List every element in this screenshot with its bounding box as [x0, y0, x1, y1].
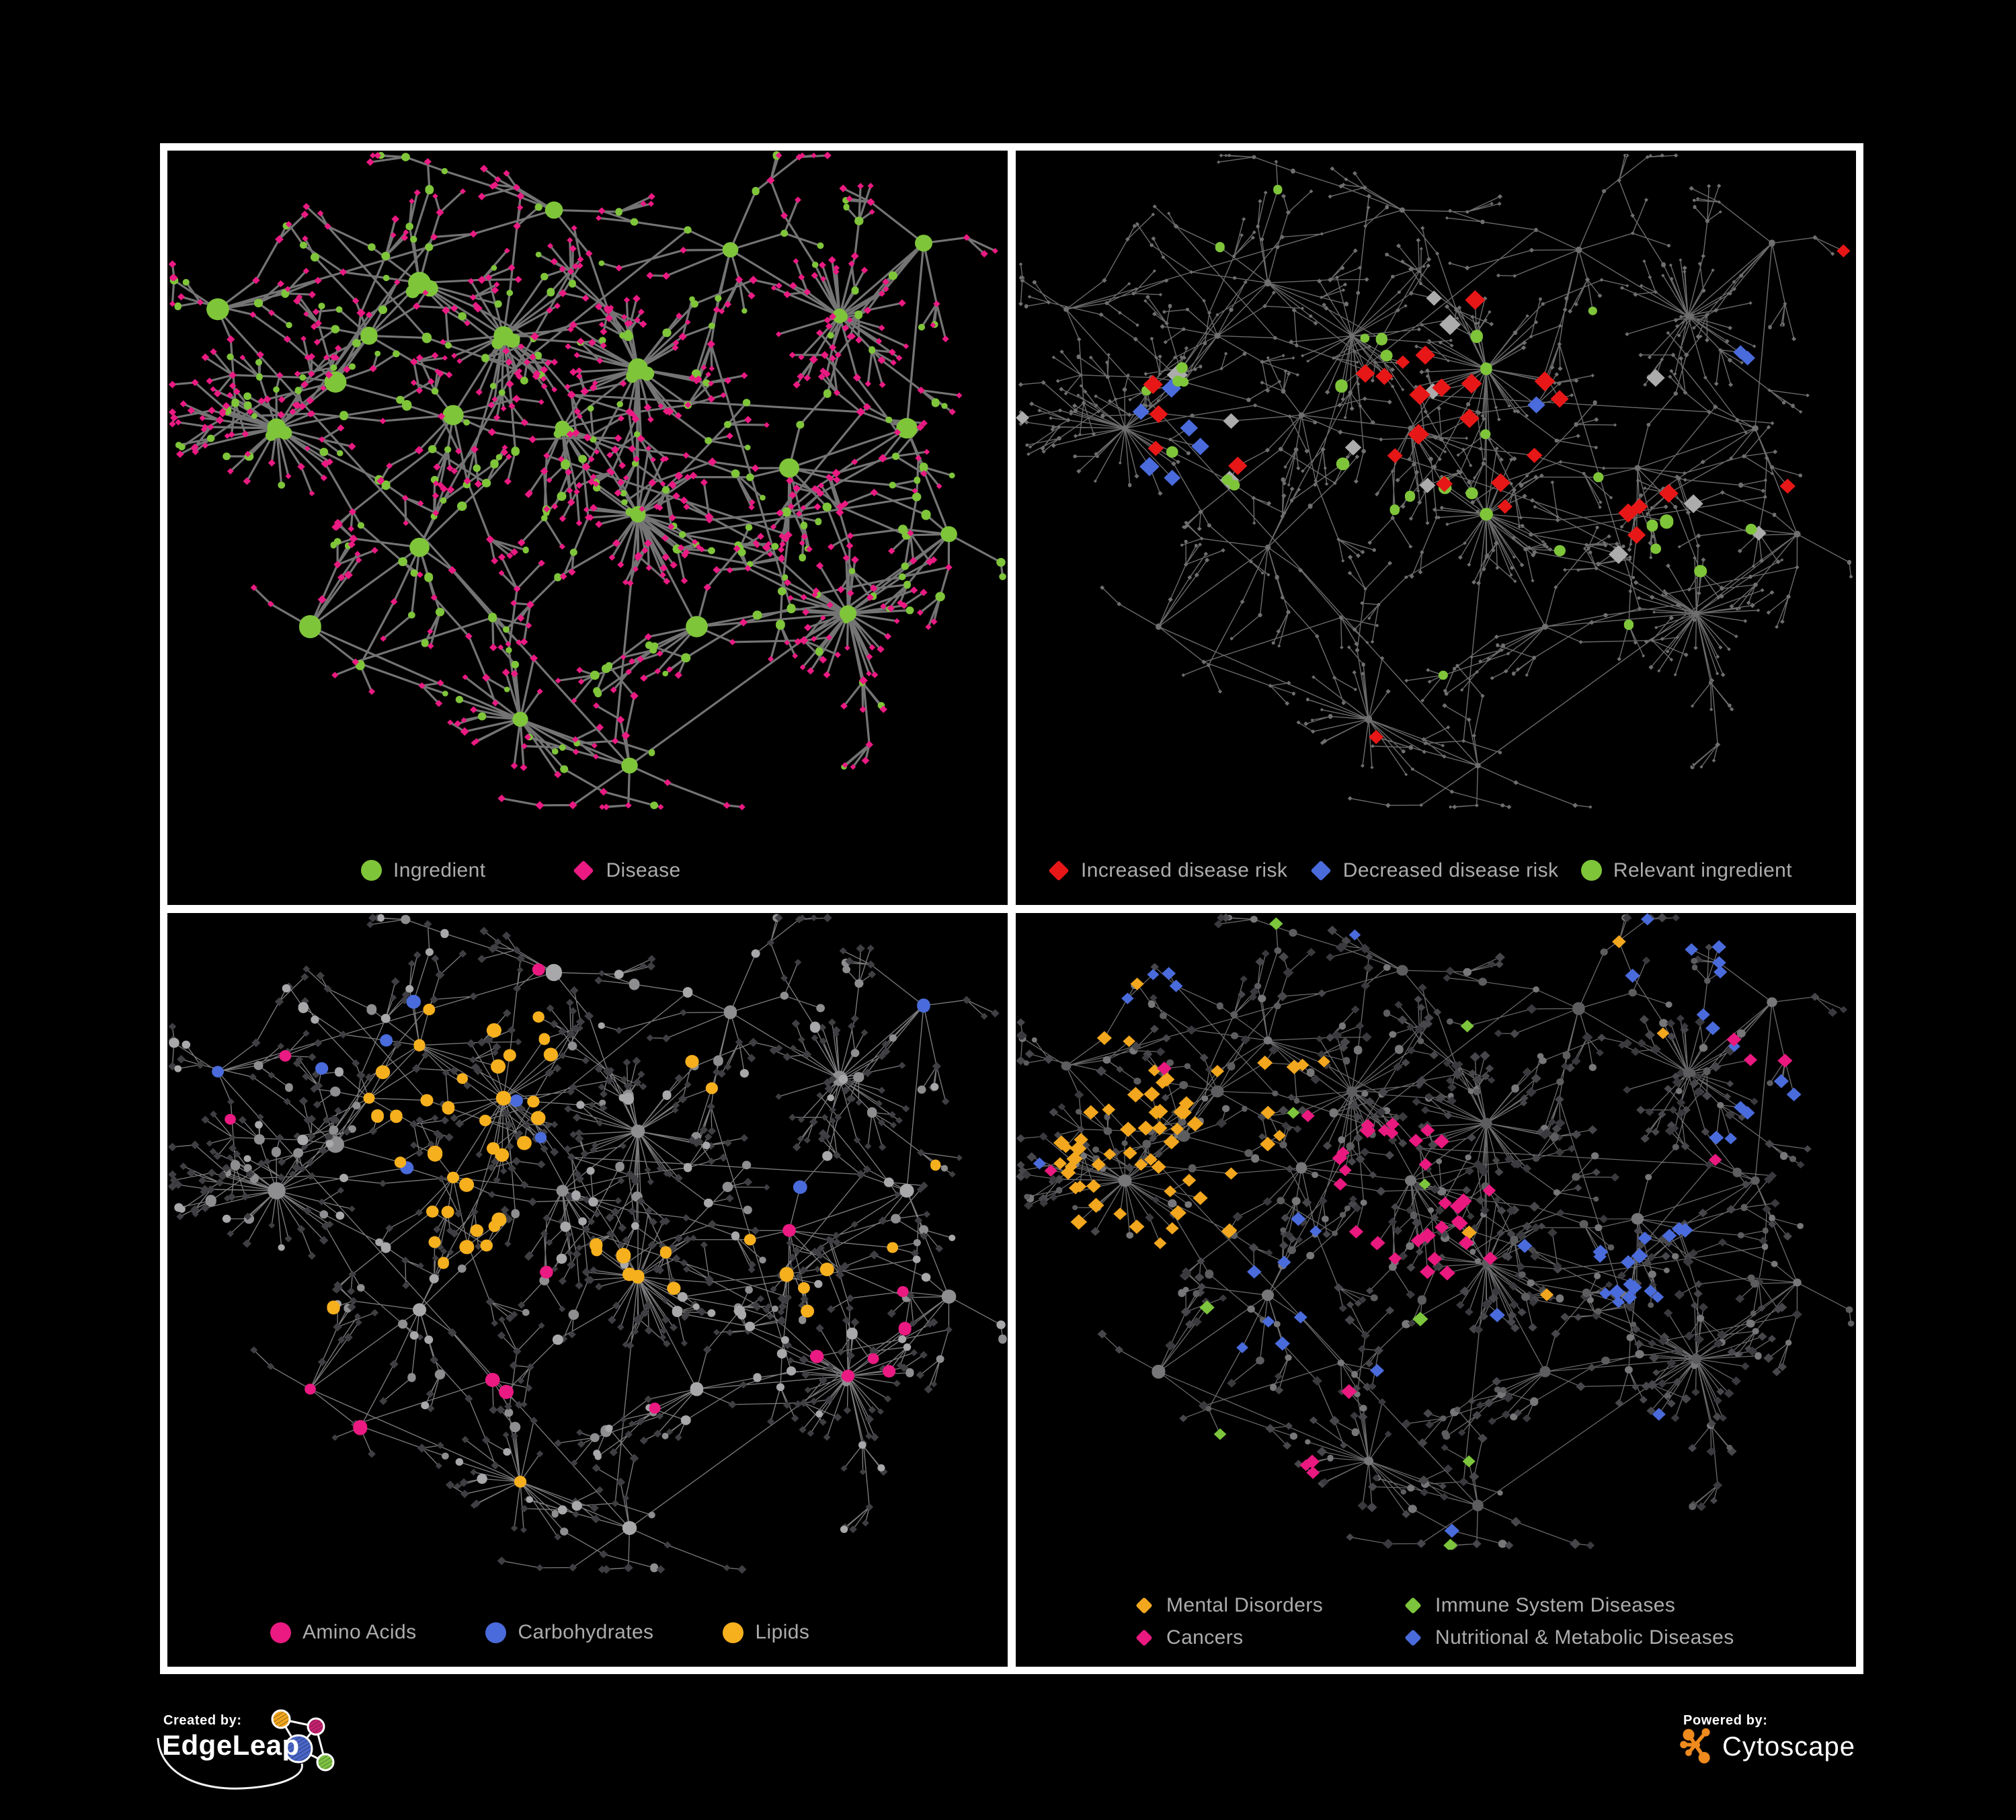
legend-item-decreased-disease-risk: Decreased disease risk [1310, 859, 1559, 882]
network-graph-disease-risk [1016, 153, 1853, 809]
legend-item-cancers: Cancers [1133, 1626, 1402, 1649]
panel-compound-classes: Amino Acids Carbohydrates Lipids [167, 912, 1008, 1667]
diamond-swatch-icon [1048, 859, 1070, 881]
legend-label: Lipids [755, 1621, 810, 1643]
legend-item-immune-system-diseases: Immune System Diseases [1402, 1594, 1675, 1617]
circle-swatch-icon [485, 1622, 507, 1643]
cytoscape-wordmark: Cytoscape [1722, 1732, 1855, 1762]
legend-item-nutritional-metabolic-diseases: Nutritional & Metabolic Diseases [1402, 1626, 1734, 1649]
legend-label: Nutritional & Metabolic Diseases [1435, 1626, 1734, 1649]
network-graph-compound-classes [167, 913, 1007, 1574]
circle-swatch-icon [361, 860, 382, 881]
network-graph-ingredient-disease [168, 151, 1006, 811]
legend-label: Immune System Diseases [1435, 1594, 1676, 1616]
panel-disease-risk: Increased disease risk Decreased disease … [1016, 151, 1856, 905]
legend-item-mental-disorders: Mental Disorders [1133, 1594, 1402, 1617]
powered-by-label: Powered by: [1683, 1713, 1768, 1728]
panel-disease-categories: Mental Disorders Immune System Diseases Ca… [1016, 912, 1856, 1667]
legend-label: Cancers [1166, 1626, 1244, 1649]
diamond-swatch-icon [1404, 1629, 1422, 1647]
cytoscape-logo-icon [1680, 1728, 1710, 1764]
legend-label: Disease [606, 859, 681, 881]
legend-label: Amino Acids [303, 1621, 417, 1643]
circle-swatch-icon [270, 1622, 291, 1643]
legend-row: Amino Acids Carbohydrates Lipids [167, 1621, 1008, 1644]
created-by-label: Created by: [163, 1713, 242, 1728]
edgeleap-logo-icon [157, 1709, 335, 1790]
figure-grid: Ingredient Disease Increased disease risk… [160, 143, 1863, 1674]
legend-label: Mental Disorders [1166, 1594, 1324, 1616]
legend-label: Relevant ingredient [1613, 859, 1792, 881]
diamond-swatch-icon [1135, 1597, 1153, 1614]
legend-item-amino-acids: Amino Acids [270, 1621, 416, 1644]
legend-item-carbohydrates: Carbohydrates [485, 1621, 653, 1644]
legend-label: Increased disease risk [1081, 859, 1288, 881]
diamond-swatch-icon [1135, 1629, 1153, 1647]
legend-row: Mental Disorders Immune System Diseases [1016, 1594, 1856, 1617]
edgeleap-wordmark: EdgeLeap [162, 1729, 300, 1761]
legend: Ingredient Disease [167, 812, 1008, 905]
diamond-swatch-icon [1310, 859, 1332, 881]
legend-row: Increased disease risk Decreased disease … [1016, 859, 1856, 882]
legend-label: Ingredient [393, 859, 486, 881]
circle-swatch-icon [1580, 860, 1602, 881]
legend: Increased disease risk Decreased disease … [1016, 812, 1856, 905]
legend: Mental Disorders Immune System Diseases Ca… [1016, 1550, 1856, 1667]
legend-item-disease: Disease [573, 859, 680, 882]
legend-item-relevant-ingredient: Relevant ingredient [1580, 859, 1792, 882]
legend-row: Ingredient Disease [167, 859, 1008, 882]
legend-item-ingredient: Ingredient [361, 859, 485, 882]
legend-item-increased-disease-risk: Increased disease risk [1048, 859, 1287, 882]
legend-label: Decreased disease risk [1342, 859, 1559, 881]
circle-swatch-icon [723, 1622, 744, 1643]
legend-item-lipids: Lipids [723, 1621, 809, 1644]
diamond-swatch-icon [1404, 1597, 1422, 1614]
legend-label: Carbohydrates [518, 1621, 654, 1643]
panel-ingredient-disease: Ingredient Disease [167, 151, 1008, 905]
legend-row: Cancers Nutritional & Metabolic Diseases [1016, 1626, 1856, 1649]
diamond-swatch-icon [573, 859, 594, 881]
legend: Amino Acids Carbohydrates Lipids [167, 1574, 1008, 1667]
network-graph-disease-categories [1016, 912, 1855, 1550]
